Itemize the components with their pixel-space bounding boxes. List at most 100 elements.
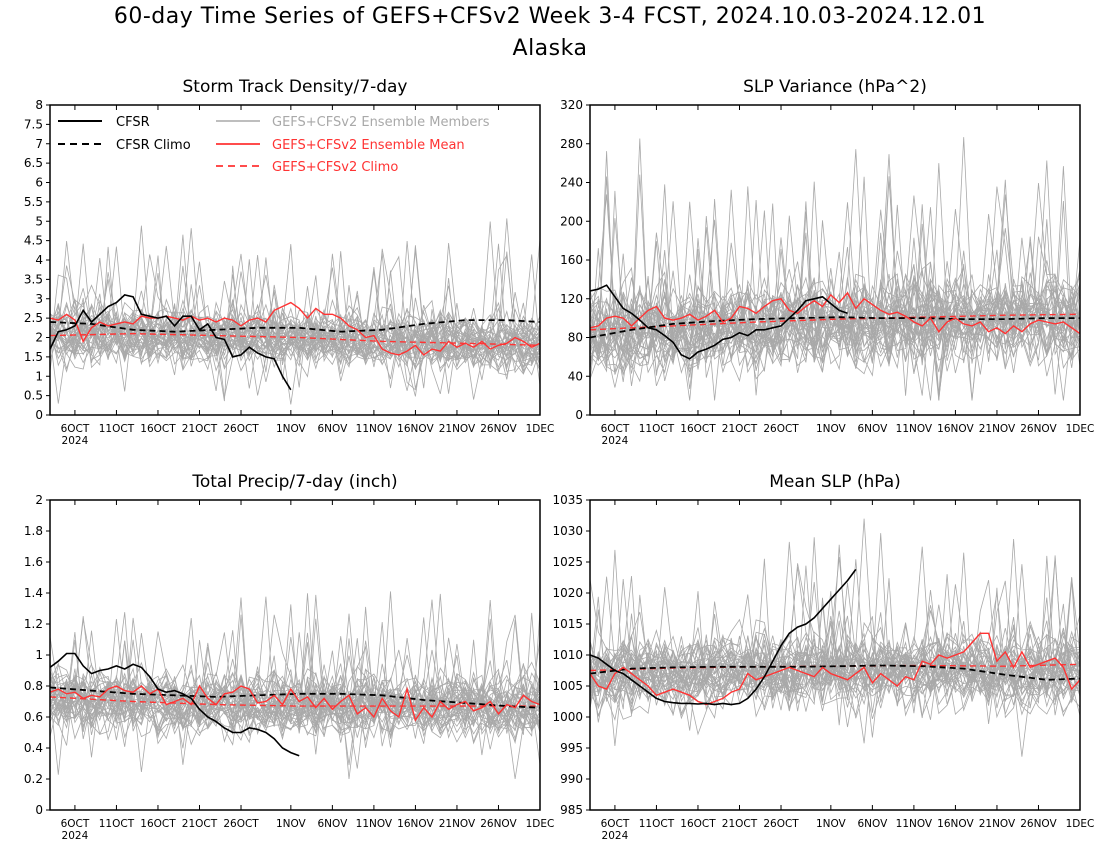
y-axis: 0 0.2 0.4 0.6 0.8 1 1.2 1.4 1.6 1.8 2 (24, 493, 50, 817)
ensemble-member-line (590, 151, 1080, 378)
x-year-label: 2024 (62, 830, 89, 842)
series-line-gefs-cfsv2-ensemble-mean (590, 291, 1080, 335)
x-tick-label: 11OCT (639, 818, 675, 830)
series-line-cfsr (590, 284, 848, 360)
x-tick-label: 21NOV (979, 423, 1016, 435)
y-tick-label: 4 (35, 253, 43, 267)
y-tick-label: 40 (568, 369, 583, 383)
ensemble-member-line (50, 245, 540, 367)
ensemble-members (590, 518, 1080, 757)
y-tick-label: 3 (35, 292, 43, 306)
y-tick-label: 1035 (552, 493, 583, 507)
ensemble-member-line (50, 614, 540, 766)
series-line-gefs-cfsv2-ensemble-mean (590, 632, 1080, 706)
series-line-gefs-cfsv2-ensemble-mean (50, 301, 540, 356)
x-tick-label: 21OCT (722, 423, 758, 435)
y-tick-label: 7.5 (24, 117, 43, 131)
x-tick-label: 26NOV (1020, 818, 1057, 830)
y-tick-label: 0.6 (24, 710, 43, 724)
x-tick-label: 16OCT (680, 423, 716, 435)
y-axis: 985 990 995 1000 1005 1010 1015 1020 1025 1030 103… (552, 493, 590, 817)
x-tick-label: 11NOV (356, 818, 393, 830)
x-tick-label: 1NOV (816, 423, 847, 435)
x-tick-label: 6OCT (61, 818, 90, 830)
ensemble-members (50, 591, 540, 780)
legend-label-gefs-climo: GEFS+CFSv2 Climo (272, 160, 398, 175)
y-tick-label: 1020 (552, 586, 583, 600)
x-tick-label: 1NOV (276, 818, 307, 830)
y-tick-label: 1.5 (24, 350, 43, 364)
ensemble-member-line (50, 246, 540, 397)
ensemble-member-line (50, 594, 540, 758)
x-tick-label: 6NOV (857, 818, 888, 830)
ensemble-member-line (590, 589, 1080, 705)
x-tick-label: 21NOV (439, 423, 476, 435)
y-tick-label: 6 (35, 176, 43, 190)
x-year-label: 2024 (602, 830, 629, 842)
x-tick-label: 26NOV (480, 818, 517, 830)
x-tick-label: 1DEC (1066, 423, 1095, 435)
ensemble-member-line (590, 552, 1080, 706)
y-tick-label: 0.5 (24, 389, 43, 403)
y-tick-label: 5.5 (24, 195, 43, 209)
x-axis: 6OCT 11OCT 16OCT 21OCT 26OCT 1NOV 6NOV 11NOV 16N… (601, 500, 1094, 842)
y-tick-label: 1 (35, 369, 43, 383)
ensemble-member-line (590, 544, 1080, 747)
x-tick-label: 16OCT (140, 818, 176, 830)
series-lines (590, 568, 1080, 706)
panel-title: Mean SLP (hPa) (769, 472, 901, 492)
series-line-cfsr (50, 294, 292, 391)
x-tick-label: 16NOV (397, 818, 434, 830)
panel-title: SLP Variance (hPa^2) (743, 77, 927, 97)
x-tick-label: 21NOV (439, 818, 476, 830)
x-tick-label: 21OCT (182, 423, 218, 435)
series-line-gefs-cfsv2-ensemble-mean (50, 684, 540, 722)
series-lines (50, 652, 540, 757)
legend-label-cfsr-climo: CFSR Climo (116, 138, 191, 153)
x-tick-label: 21NOV (979, 818, 1016, 830)
y-tick-label: 2 (35, 331, 43, 345)
y-tick-label: 1.2 (24, 617, 43, 631)
y-tick-label: 1005 (552, 679, 583, 693)
x-tick-label: 26OCT (223, 818, 259, 830)
x-tick-label: 26OCT (763, 423, 799, 435)
y-tick-label: 1.8 (24, 524, 43, 538)
y-axis: 0 0.5 1 1.5 2 2.5 3 3.5 4 4.5 5 5.5 6 6.5 7 7.5 8 (24, 98, 50, 422)
x-tick-label: 6NOV (317, 818, 348, 830)
y-tick-label: 1.6 (24, 555, 43, 569)
ensemble-member-line (50, 275, 540, 382)
series-lines (590, 284, 1080, 360)
panel-storm-track-density: Storm Track Density/7-day 0 0.5 1 1.5 2 2.5 3 3… (24, 77, 554, 447)
ensemble-member-line (50, 254, 540, 376)
ensemble-member-line (590, 533, 1080, 716)
y-tick-label: 0 (575, 408, 583, 422)
x-year-label: 2024 (602, 435, 629, 447)
panel-title: Total Precip/7-day (inch) (191, 472, 397, 492)
x-tick-label: 11OCT (639, 423, 675, 435)
ensemble-member-line (50, 593, 540, 746)
y-tick-label: 7 (35, 137, 43, 151)
x-tick-label: 11NOV (356, 423, 393, 435)
ensemble-member-line (50, 248, 540, 368)
ensemble-member-line (590, 190, 1080, 396)
series-line-cfsr-climo (50, 686, 540, 709)
x-tick-label: 16OCT (140, 423, 176, 435)
x-tick-label: 16NOV (937, 818, 974, 830)
x-tick-label: 16OCT (680, 818, 716, 830)
ensemble-member-line (50, 663, 540, 727)
x-tick-label: 11OCT (99, 423, 135, 435)
y-tick-label: 1000 (552, 710, 583, 724)
ensemble-member-line (590, 555, 1080, 717)
y-tick-label: 4.5 (24, 234, 43, 248)
y-tick-label: 1030 (552, 524, 583, 538)
x-tick-label: 6NOV (317, 423, 348, 435)
ensemble-member-line (50, 630, 540, 746)
legend: CFSR CFSR Climo GEFS+CFSv2 Ensemble Memb… (58, 115, 490, 175)
x-tick-label: 6NOV (857, 423, 888, 435)
x-tick-label: 26OCT (763, 818, 799, 830)
legend-label-members: GEFS+CFSv2 Ensemble Members (272, 115, 490, 130)
x-tick-label: 11NOV (896, 423, 933, 435)
legend-label-cfsr: CFSR (116, 115, 150, 130)
ensemble-member-line (590, 209, 1080, 370)
